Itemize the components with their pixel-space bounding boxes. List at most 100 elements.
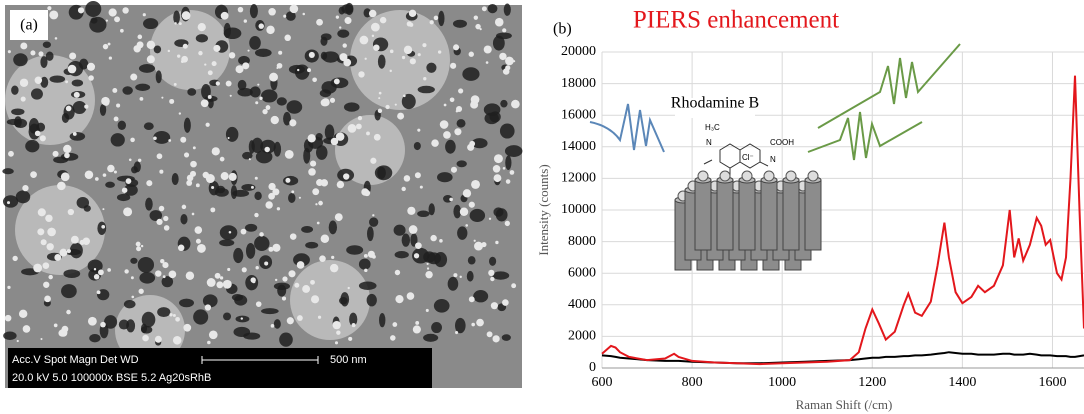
pore bbox=[457, 119, 466, 127]
particle bbox=[30, 171, 37, 178]
pore bbox=[40, 77, 48, 88]
particle bbox=[201, 99, 209, 107]
particle bbox=[123, 207, 132, 216]
particle bbox=[241, 229, 247, 235]
particle bbox=[290, 233, 297, 240]
pore bbox=[502, 334, 511, 341]
particle bbox=[454, 128, 461, 135]
particle bbox=[183, 44, 188, 49]
particle bbox=[460, 276, 462, 278]
particle bbox=[71, 236, 79, 244]
particle bbox=[291, 190, 294, 193]
particle bbox=[68, 209, 74, 215]
particle bbox=[285, 150, 294, 159]
particle bbox=[161, 97, 163, 99]
particle bbox=[169, 313, 172, 316]
particle bbox=[49, 10, 58, 19]
particle bbox=[20, 42, 27, 49]
particle bbox=[488, 270, 494, 276]
particle bbox=[103, 99, 110, 106]
particle bbox=[471, 180, 480, 189]
pore bbox=[63, 269, 80, 278]
panel-label: (b) bbox=[553, 21, 572, 38]
pore bbox=[179, 299, 194, 308]
particle bbox=[262, 109, 267, 114]
particle bbox=[120, 29, 124, 33]
y-tick-label: 18000 bbox=[561, 76, 596, 91]
grain-cluster bbox=[350, 10, 450, 110]
particle bbox=[720, 171, 730, 181]
particle bbox=[7, 201, 10, 204]
particle bbox=[22, 185, 28, 191]
particle bbox=[45, 215, 52, 222]
particle bbox=[330, 98, 335, 103]
particle bbox=[427, 267, 429, 269]
particle bbox=[312, 77, 317, 82]
particle bbox=[61, 172, 70, 181]
particle bbox=[316, 19, 323, 26]
particle bbox=[370, 158, 376, 164]
pore bbox=[70, 243, 83, 259]
particle bbox=[494, 154, 503, 163]
particle bbox=[74, 92, 80, 98]
scale-label: 500 nm bbox=[330, 354, 367, 366]
particle bbox=[369, 10, 377, 18]
particle bbox=[88, 317, 97, 326]
particle bbox=[133, 45, 140, 52]
particle bbox=[23, 325, 31, 333]
particle bbox=[187, 175, 194, 182]
pore bbox=[154, 46, 161, 54]
pore bbox=[111, 133, 125, 146]
particle bbox=[358, 116, 362, 120]
pore bbox=[250, 4, 258, 18]
particle bbox=[334, 79, 340, 85]
particle bbox=[215, 273, 221, 279]
particle bbox=[450, 63, 456, 69]
particle bbox=[47, 228, 56, 237]
pore bbox=[104, 315, 117, 329]
particle bbox=[482, 6, 487, 11]
particle bbox=[147, 41, 155, 49]
particle bbox=[269, 73, 278, 82]
particle bbox=[371, 23, 380, 32]
particle bbox=[102, 208, 104, 210]
pore bbox=[429, 203, 435, 215]
particle bbox=[41, 239, 47, 245]
pore bbox=[141, 326, 152, 334]
particle bbox=[418, 53, 421, 56]
pore bbox=[142, 312, 156, 328]
particle bbox=[417, 129, 420, 132]
pore bbox=[431, 322, 442, 333]
plot: 0200040006000800010000120001400016000180… bbox=[561, 44, 1084, 390]
pore bbox=[118, 121, 126, 130]
pore bbox=[277, 97, 287, 105]
molecule-label: H₃C bbox=[705, 123, 720, 132]
particle bbox=[265, 201, 272, 208]
particle bbox=[299, 197, 301, 199]
particle bbox=[373, 44, 379, 50]
particle bbox=[230, 95, 232, 97]
particle bbox=[136, 246, 141, 251]
particle bbox=[288, 270, 295, 277]
particle bbox=[129, 158, 132, 161]
particle bbox=[169, 271, 177, 279]
pore bbox=[70, 132, 86, 141]
particle bbox=[397, 113, 404, 120]
particle bbox=[209, 330, 218, 339]
particle bbox=[227, 268, 230, 271]
pore bbox=[417, 211, 429, 218]
particle bbox=[360, 36, 369, 45]
pore bbox=[196, 34, 208, 42]
particle bbox=[469, 141, 475, 147]
particle bbox=[244, 19, 247, 22]
pore bbox=[423, 334, 438, 342]
particle bbox=[309, 52, 315, 58]
particle bbox=[474, 15, 478, 19]
pore bbox=[40, 56, 47, 68]
particle bbox=[316, 179, 323, 186]
particle bbox=[460, 208, 468, 216]
particle bbox=[407, 292, 415, 300]
particle bbox=[126, 178, 132, 184]
particle bbox=[114, 117, 119, 122]
